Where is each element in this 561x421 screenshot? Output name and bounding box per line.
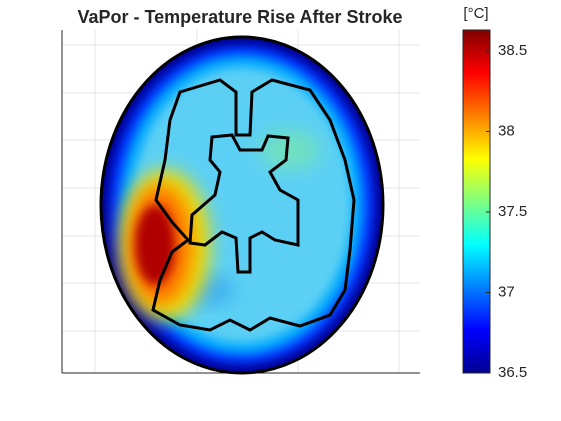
- brain-map: [99, 35, 385, 375]
- colorbar-label: [°C]: [463, 5, 488, 22]
- colorbar-tick-label: 38: [498, 122, 515, 139]
- colorbar: [462, 29, 491, 374]
- chart-title: VaPor - Temperature Rise After Stroke: [77, 7, 402, 27]
- colorbar-tick-label: 38.5: [498, 42, 527, 59]
- colorbar-tick-label: 37: [498, 283, 515, 300]
- colorbar-tick-label: 36.5: [498, 364, 527, 381]
- colorbar-tick-label: 37.5: [498, 203, 527, 220]
